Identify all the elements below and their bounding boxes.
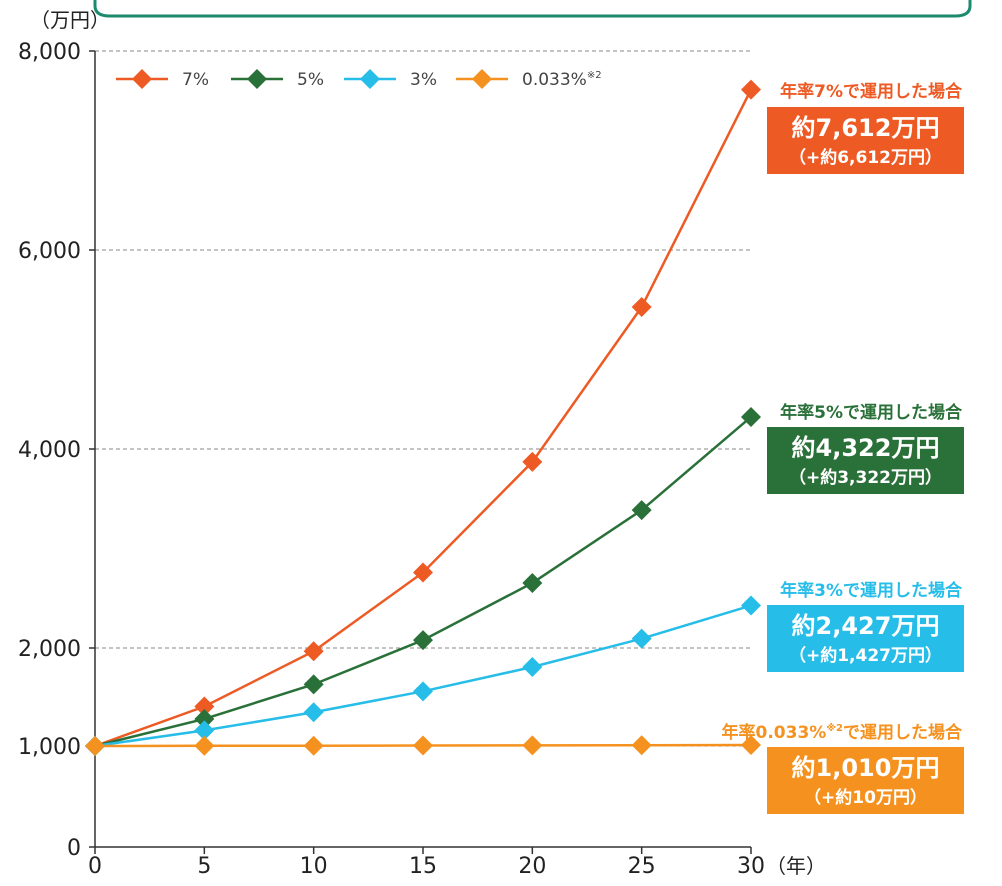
header-frame-edge [93,0,972,18]
annotation-gain-0: （+約6,612万円） [789,147,942,168]
y-tick-label-4: 6,000 [18,239,81,264]
y-tick-label-0: 0 [67,836,81,861]
y-tick-label-2: 2,000 [18,637,81,662]
point-s2-4 [522,657,543,678]
annotation-gain-3: （+約10万円） [804,787,927,808]
point-s2-3 [413,681,433,702]
annotation-value-3: 約1,010万円 [792,754,940,782]
annotation-heading-3: 年率0.033%※2で運用した場合 [722,722,963,743]
point-s1-1 [194,708,215,729]
point-s3-5 [631,735,652,756]
point-s0-2 [303,641,324,662]
point-s1-4 [522,573,543,594]
annotation-gain-1: （+約3,322万円） [789,467,942,488]
point-s0-4 [522,451,543,472]
point-s3-0 [85,736,105,756]
x-tick-label-5: 25 [628,854,656,879]
annotation-note-mark: ※2 [826,722,843,734]
annotation-heading-tail: で運用した場合 [843,722,963,743]
point-s0-3 [413,562,433,583]
annotation-value-1: 約4,322万円 [792,434,940,462]
point-s1-6 [741,406,761,427]
legend-note-mark: ※2 [587,70,602,81]
legend-marker-0 [132,69,152,89]
y-axis-unit: （万円） [30,8,110,32]
point-s3-2 [303,735,324,756]
point-s0-1 [194,696,215,717]
point-s2-5 [631,628,652,649]
y-tick-label-5: 8,000 [18,40,81,65]
point-s3-4 [522,735,543,756]
x-tick-label-2: 10 [300,854,328,879]
annotation-heading-2: 年率3%で運用した場合 [780,580,963,601]
y-tick-label-1: 1,000 [18,735,81,760]
legend-label-3: 0.033%※2 [522,70,602,90]
annotation-box-3 [767,747,964,814]
point-s1-2 [303,674,324,695]
point-s2-6 [741,595,761,616]
annotation-value-2: 約2,427万円 [792,612,940,640]
point-s1-3 [413,630,433,651]
legend: 7% 5% 3% 0.033%※2 [116,69,602,90]
legend-marker-2 [360,69,380,89]
point-s3-3 [413,735,433,756]
x-tick-label-1: 5 [197,854,211,879]
series-line-2 [94,604,752,748]
x-tick-label-6: 30 [737,854,765,879]
x-tick-label-3: 15 [409,854,437,879]
legend-marker-1 [247,69,267,89]
legend-label-1: 5% [297,70,324,90]
point-s3-6 [741,735,761,756]
annotation-box-2 [767,605,964,672]
point-s2-2 [303,702,324,723]
legend-label-0: 7% [182,70,209,90]
annotation-heading-0: 年率7%で運用した場合 [780,81,963,102]
point-s3-1 [194,735,215,756]
annotation-box-0 [767,107,964,174]
legend-label-2: 3% [410,70,437,90]
y-tick-labels: 0 1,000 2,000 4,000 6,000 8,000 [18,40,81,861]
x-tick-label-4: 20 [518,854,546,879]
point-s0-6 [741,79,761,100]
legend-marker-3 [472,69,492,89]
point-s1-5 [631,500,652,521]
x-tick-labels: 0 5 10 15 20 25 30 [88,854,765,879]
annotation-box-1 [767,427,964,494]
series-lines [85,79,761,756]
x-tick-label-0: 0 [88,854,102,879]
annotation-gain-2: （+約1,427万円） [789,645,942,666]
annotation-value-0: 約7,612万円 [792,114,940,142]
annotation-heading-1: 年率5%で運用した場合 [780,402,963,423]
point-s2-1 [194,720,215,741]
point-s0-5 [631,297,652,318]
y-tick-label-3: 4,000 [18,438,81,463]
x-axis-unit: （年） [766,854,826,878]
